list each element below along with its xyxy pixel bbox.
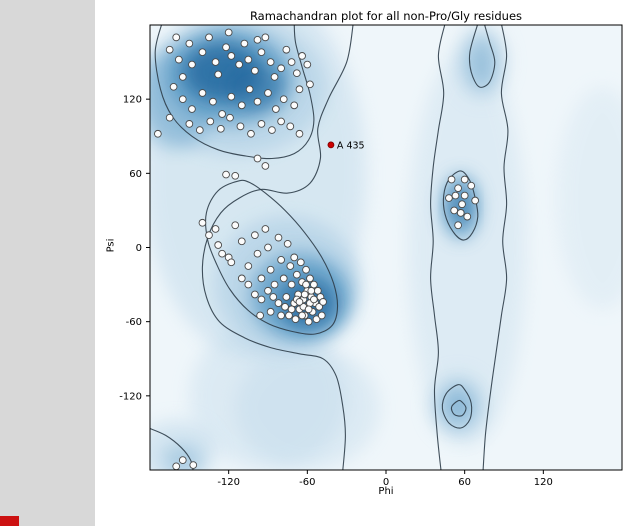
svg-text:-60: -60: [126, 317, 142, 328]
svg-text:0: 0: [383, 477, 389, 488]
svg-text:0: 0: [136, 243, 142, 254]
svg-text:120: 120: [534, 477, 553, 488]
x-axis-label: Phi: [378, 486, 394, 497]
svg-text:60: 60: [458, 477, 471, 488]
svg-text:60: 60: [129, 169, 142, 180]
plot-title: Ramachandran plot for all non-Pro/Gly re…: [249, 9, 523, 23]
svg-text:-120: -120: [217, 477, 240, 488]
svg-text:-120: -120: [119, 391, 142, 402]
page-margin-left: [0, 0, 95, 526]
svg-text:120: 120: [123, 95, 142, 106]
svg-text:A 435: A 435: [337, 140, 365, 151]
y-axis-label: Psi: [105, 238, 117, 253]
svg-text:-60: -60: [299, 477, 315, 488]
screen-artifact-red: [0, 516, 19, 526]
